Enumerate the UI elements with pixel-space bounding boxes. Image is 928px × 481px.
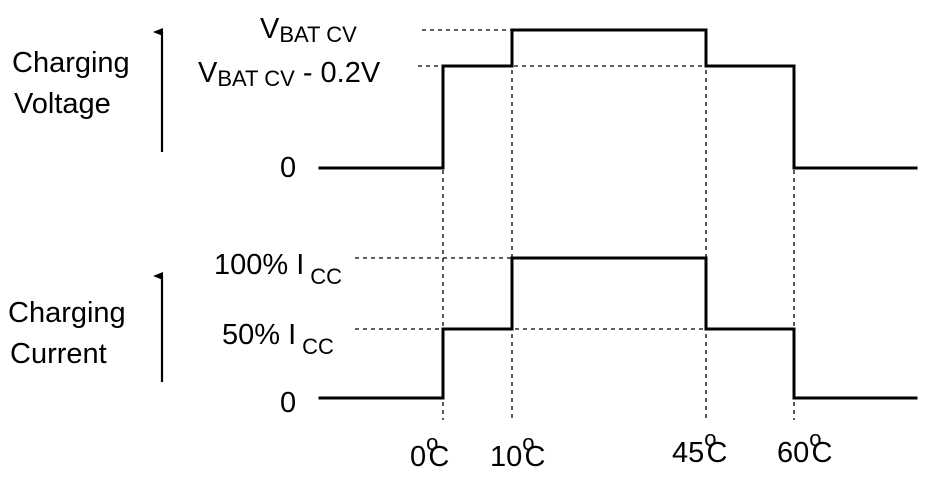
temp-label-45: 45oC <box>672 426 727 469</box>
current-waveform <box>318 256 918 400</box>
vbat-cv-label: VBAT CV <box>260 13 357 47</box>
icc-100-label: 100% I CC <box>214 249 342 289</box>
vbat-cv-minus-label: VBAT CV - 0.2V <box>198 57 381 91</box>
voltage-axis-label-line1: Charging <box>12 47 130 79</box>
voltage-zero-label: 0 <box>280 152 296 184</box>
voltage-axis-label-line2: Voltage <box>14 88 111 120</box>
current-axis-label-line2: Current <box>10 338 107 370</box>
current-zero-label: 0 <box>280 387 296 419</box>
temp-label-0: 0oC <box>410 430 449 473</box>
current-axis-label-line1: Charging <box>8 297 126 329</box>
dashed-guides <box>355 29 795 420</box>
temp-label-10: 10oC <box>490 430 545 473</box>
voltage-waveform <box>318 28 918 170</box>
temp-label-60: 60oC <box>777 426 832 469</box>
icc-50-label: 50% I CC <box>222 319 334 359</box>
